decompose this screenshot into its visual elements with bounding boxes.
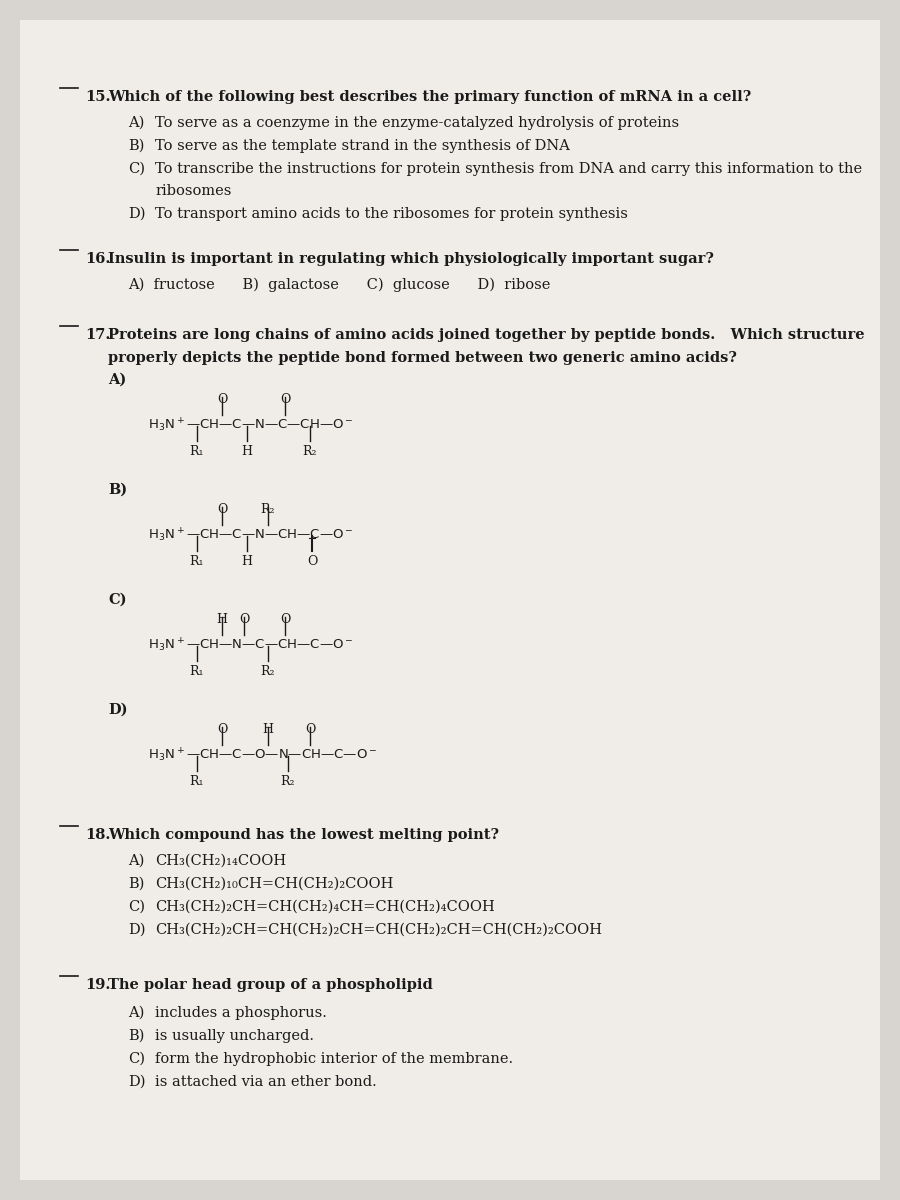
- Text: D): D): [108, 703, 128, 716]
- Text: is attached via an ether bond.: is attached via an ether bond.: [155, 1075, 377, 1090]
- Text: C): C): [108, 593, 127, 607]
- Text: form the hydrophobic interior of the membrane.: form the hydrophobic interior of the mem…: [155, 1052, 513, 1066]
- Text: C): C): [128, 162, 145, 176]
- Text: 17.: 17.: [85, 328, 111, 342]
- Text: Insulin is important in regulating which physiologically important sugar?: Insulin is important in regulating which…: [108, 252, 714, 266]
- Text: CH₃(CH₂)₂CH=CH(CH₂)₂CH=CH(CH₂)₂CH=CH(CH₂)₂COOH: CH₃(CH₂)₂CH=CH(CH₂)₂CH=CH(CH₂)₂CH=CH(CH₂…: [155, 923, 602, 937]
- Text: CH₃(CH₂)₂CH=CH(CH₂)₄CH=CH(CH₂)₄COOH: CH₃(CH₂)₂CH=CH(CH₂)₄CH=CH(CH₂)₄COOH: [155, 900, 495, 914]
- Text: R₂: R₂: [302, 445, 317, 458]
- Text: 15.: 15.: [85, 90, 111, 104]
- Text: D): D): [128, 1075, 146, 1090]
- Text: Which of the following best describes the primary function of mRNA in a cell?: Which of the following best describes th…: [108, 90, 752, 104]
- Text: The polar head group of a phospholipid: The polar head group of a phospholipid: [108, 978, 433, 992]
- Text: R₁: R₁: [190, 445, 204, 458]
- Text: O: O: [217, 722, 227, 736]
- Text: includes a phosphorus.: includes a phosphorus.: [155, 1006, 327, 1020]
- Text: O: O: [217, 392, 227, 406]
- Text: To serve as a coenzyme in the enzyme-catalyzed hydrolysis of proteins: To serve as a coenzyme in the enzyme-cat…: [155, 116, 679, 130]
- Text: H: H: [263, 722, 274, 736]
- Text: 16.: 16.: [85, 252, 111, 266]
- Text: $\mathregular{H_3N^+}$—CH—N—C—CH—C—O$^-$: $\mathregular{H_3N^+}$—CH—N—C—CH—C—O$^-$: [148, 637, 354, 654]
- Text: A)  fructose      B)  galactose      C)  glucose      D)  ribose: A) fructose B) galactose C) glucose D) r…: [128, 278, 551, 293]
- Text: A): A): [108, 373, 126, 386]
- Text: R₁: R₁: [190, 775, 204, 788]
- Text: O: O: [217, 503, 227, 516]
- Text: B): B): [128, 877, 144, 890]
- Text: To serve as the template strand in the synthesis of DNA: To serve as the template strand in the s…: [155, 139, 570, 152]
- Text: A): A): [128, 1006, 144, 1020]
- Text: is usually uncharged.: is usually uncharged.: [155, 1028, 314, 1043]
- Text: A): A): [128, 854, 144, 868]
- Text: O: O: [238, 613, 249, 626]
- Text: R₂: R₂: [261, 503, 275, 516]
- Text: 19.: 19.: [85, 978, 111, 992]
- Text: $\mathregular{H_3N^+}$—CH—C—N—C—CH—O$^-$: $\mathregular{H_3N^+}$—CH—C—N—C—CH—O$^-$: [148, 416, 354, 434]
- Text: C): C): [128, 1052, 145, 1066]
- Text: O: O: [280, 392, 290, 406]
- Text: A): A): [128, 116, 144, 130]
- Text: Proteins are long chains of amino acids joined together by peptide bonds.   Whic: Proteins are long chains of amino acids …: [108, 328, 865, 342]
- Text: CH₃(CH₂)₁₄COOH: CH₃(CH₂)₁₄COOH: [155, 854, 286, 868]
- Text: B): B): [128, 1028, 144, 1043]
- Text: C): C): [128, 900, 145, 914]
- Text: B): B): [108, 482, 127, 497]
- Text: R₁: R₁: [190, 665, 204, 678]
- Text: R₁: R₁: [190, 554, 204, 568]
- Text: D): D): [128, 923, 146, 937]
- Text: $\mathregular{H_3N^+}$—CH—C—O—N—CH—C—O$^-$: $\mathregular{H_3N^+}$—CH—C—O—N—CH—C—O$^…: [148, 746, 377, 764]
- Text: 18.: 18.: [85, 828, 111, 842]
- Text: R₂: R₂: [281, 775, 295, 788]
- Text: $\mathregular{H_3N^+}$—CH—C—N—CH—C—O$^-$: $\mathregular{H_3N^+}$—CH—C—N—CH—C—O$^-$: [148, 527, 354, 545]
- Text: D): D): [128, 206, 146, 221]
- Text: H: H: [241, 445, 253, 458]
- Text: Which compound has the lowest melting point?: Which compound has the lowest melting po…: [108, 828, 499, 842]
- Text: properly depicts the peptide bond formed between two generic amino acids?: properly depicts the peptide bond formed…: [108, 350, 737, 365]
- Text: O: O: [307, 554, 317, 568]
- Text: ribosomes: ribosomes: [155, 184, 231, 198]
- Text: CH₃(CH₂)₁₀CH=CH(CH₂)₂COOH: CH₃(CH₂)₁₀CH=CH(CH₂)₂COOH: [155, 877, 393, 890]
- Text: B): B): [128, 139, 144, 152]
- Text: H: H: [241, 554, 253, 568]
- Text: O: O: [280, 613, 290, 626]
- Text: H: H: [217, 613, 228, 626]
- Text: To transcribe the instructions for protein synthesis from DNA and carry this inf: To transcribe the instructions for prote…: [155, 162, 862, 176]
- Text: O: O: [305, 722, 315, 736]
- Text: R₂: R₂: [261, 665, 275, 678]
- Text: To transport amino acids to the ribosomes for protein synthesis: To transport amino acids to the ribosome…: [155, 206, 628, 221]
